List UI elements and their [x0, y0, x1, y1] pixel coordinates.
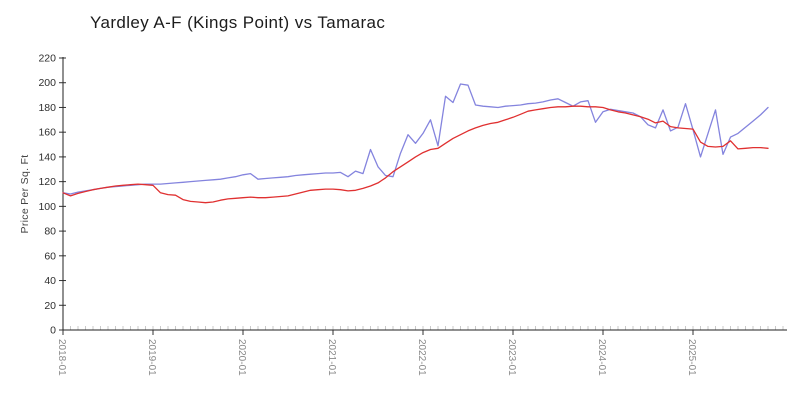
tick-labels: 0 20 40 60 80 100 120 140 160 180 200 220 2018-01 201… [38, 53, 697, 377]
x-tick-label: 2025-01 [686, 339, 697, 376]
axis-major-ticks [59, 57, 694, 335]
y-tick-label: 100 [38, 201, 56, 213]
x-tick-label: 2021-01 [326, 339, 337, 376]
y-tick-label: 80 [44, 226, 56, 238]
y-tick-label: 220 [38, 53, 56, 65]
y-tick-label: 200 [38, 77, 56, 89]
series-lines [62, 83, 769, 204]
chart-title: Yardley A-F (Kings Point) vs Tamarac [90, 13, 386, 32]
x-tick-label: 2020-01 [236, 339, 247, 376]
x-tick-label: 2019-01 [146, 339, 157, 376]
y-tick-label: 140 [38, 151, 56, 163]
y-tick-label: 160 [38, 127, 56, 139]
axes [62, 57, 787, 331]
x-tick-label: 2018-01 [56, 339, 67, 376]
y-tick-label: 40 [44, 275, 56, 287]
y-tick-label: 60 [44, 250, 56, 262]
y-tick-label: 180 [38, 102, 56, 114]
y-tick-label: 20 [44, 300, 56, 312]
x-axis-minor-ticks [62, 326, 784, 330]
series-line-0-tamarac [62, 83, 769, 195]
x-tick-label: 2024-01 [596, 339, 607, 376]
series-line-1-yardley-a-f-kings-point [62, 105, 769, 204]
y-axis-title: Price Per Sq. Ft [19, 155, 31, 234]
y-tick-label: 0 [50, 325, 56, 337]
x-tick-label: 2023-01 [506, 339, 517, 376]
y-tick-label: 120 [38, 176, 56, 188]
x-tick-label: 2022-01 [416, 339, 427, 376]
